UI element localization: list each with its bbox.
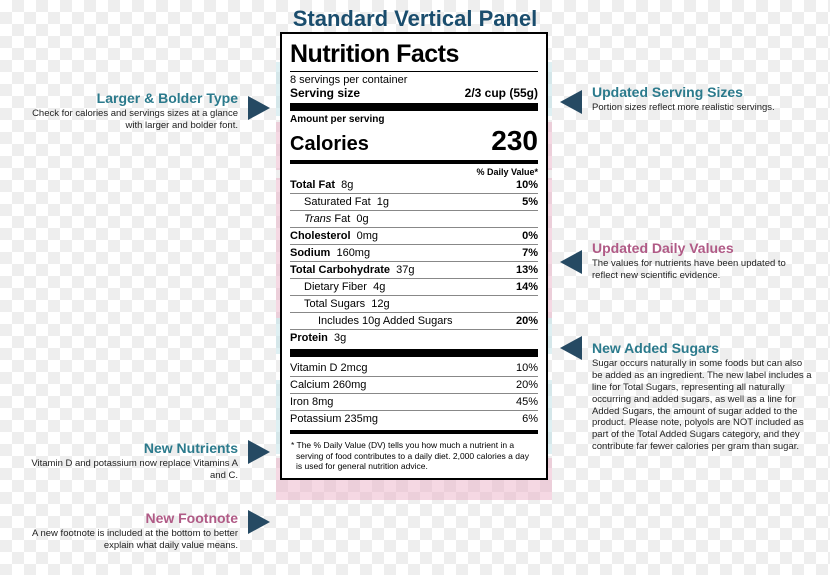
vitamin-label: Calcium 260mg xyxy=(290,379,366,391)
vitamin-label: Vitamin D 2mcg xyxy=(290,362,367,374)
nutrient-label: Protein xyxy=(290,332,328,344)
nutrient-amount: 8g xyxy=(335,179,353,191)
nutrient-label: Total Fat xyxy=(290,179,335,191)
vitamin-row: Vitamin D 2mcg 10% xyxy=(290,360,538,376)
nutrient-row: Cholesterol 0mg 0% xyxy=(290,227,538,244)
arrow-icon xyxy=(248,440,270,464)
nutrient-row: Total Carbohydrate 37g 13% xyxy=(290,261,538,278)
nf-heading: Nutrition Facts xyxy=(290,40,538,69)
nutrient-label: Total Carbohydrate xyxy=(290,264,390,276)
calories-value: 230 xyxy=(491,125,538,157)
nutrient-rows: Total Fat 8g 10% Saturated Fat 1g 5% Trans F… xyxy=(290,177,538,346)
callout-title: New Footnote xyxy=(18,510,238,526)
serving-size-row: Serving size 2/3 cup (55g) xyxy=(290,86,538,100)
callout: Updated Serving Sizes Portion sizes refle… xyxy=(592,84,812,114)
nutrient-label: Trans Fat xyxy=(304,213,350,225)
calories-label: Calories xyxy=(290,133,369,156)
callout-body: Portion sizes reflect more realistic ser… xyxy=(592,102,812,114)
nutrient-label: Saturated Fat xyxy=(304,196,371,208)
rule xyxy=(290,160,538,164)
vitamin-row: Calcium 260mg 20% xyxy=(290,376,538,393)
nutrient-amount: 0mg xyxy=(351,230,379,242)
amount-per-serving: Amount per serving xyxy=(290,114,538,125)
nutrition-facts-panel: Nutrition Facts 8 servings per container… xyxy=(280,32,548,480)
rule xyxy=(290,349,538,357)
callout: New Nutrients Vitamin D and potassium now… xyxy=(18,440,238,482)
callout-body: Sugar occurs naturally in some foods but… xyxy=(592,358,812,453)
vitamin-dv: 20% xyxy=(516,379,538,391)
nutrient-amount: 1g xyxy=(371,196,389,208)
callout: New Added Sugars Sugar occurs naturally i… xyxy=(592,340,812,453)
vitamin-rows: Vitamin D 2mcg 10% Calcium 260mg 20% Iron 8m… xyxy=(290,360,538,427)
nutrient-row: Protein 3g xyxy=(290,329,538,346)
arrow-icon xyxy=(248,96,270,120)
nutrient-amount: 3g xyxy=(328,332,346,344)
callout-title: New Added Sugars xyxy=(592,340,812,356)
nutrient-row: Total Fat 8g 10% xyxy=(290,177,538,193)
serving-size-value: 2/3 cup (55g) xyxy=(465,86,538,100)
vitamin-row: Iron 8mg 45% xyxy=(290,393,538,410)
arrow-icon xyxy=(560,90,582,114)
nutrient-label: Dietary Fiber xyxy=(304,281,367,293)
nutrient-row: Saturated Fat 1g 5% xyxy=(290,193,538,210)
nutrient-dv: 0% xyxy=(522,230,538,242)
nutrient-amount: 12g xyxy=(365,298,389,310)
footnote: * The % Daily Value (DV) tells you how m… xyxy=(290,437,538,472)
arrow-icon xyxy=(560,250,582,274)
callout-title: Updated Serving Sizes xyxy=(592,84,812,100)
nutrient-dv: 20% xyxy=(516,315,538,327)
rule xyxy=(290,71,538,72)
nutrient-amount: 37g xyxy=(390,264,414,276)
vitamin-label: Potassium 235mg xyxy=(290,413,378,425)
rule xyxy=(290,430,538,434)
nutrient-dv: 7% xyxy=(522,247,538,259)
vitamin-label: Iron 8mg xyxy=(290,396,333,408)
vitamin-dv: 10% xyxy=(516,362,538,374)
nutrient-label: Includes 10g Added Sugars xyxy=(318,315,453,327)
callout-title: New Nutrients xyxy=(18,440,238,456)
nutrient-label: Total Sugars xyxy=(304,298,365,310)
callout-title: Updated Daily Values xyxy=(592,240,812,256)
nutrient-row: Includes 10g Added Sugars 20% xyxy=(290,312,538,329)
nutrient-amount: 160mg xyxy=(330,247,370,259)
callout-body: The values for nutrients have been updat… xyxy=(592,258,812,282)
callout-body: Check for calories and servings sizes at… xyxy=(18,108,238,132)
nutrient-amount: 0g xyxy=(350,213,368,225)
nutrient-row: Dietary Fiber 4g 14% xyxy=(290,278,538,295)
arrow-icon xyxy=(248,510,270,534)
callout-title: Larger & Bolder Type xyxy=(18,90,238,106)
nutrient-dv: 14% xyxy=(516,281,538,293)
rule xyxy=(290,103,538,111)
nutrient-amount: 4g xyxy=(367,281,385,293)
vitamin-dv: 45% xyxy=(516,396,538,408)
nutrient-dv: 5% xyxy=(522,196,538,208)
nutrient-label: Sodium xyxy=(290,247,330,259)
serving-size-label: Serving size xyxy=(290,86,360,100)
nutrient-row: Sodium 160mg 7% xyxy=(290,244,538,261)
callout: New Footnote A new footnote is included a… xyxy=(18,510,238,552)
callout-body: A new footnote is included at the bottom… xyxy=(18,528,238,552)
callout: Updated Daily Values The values for nutri… xyxy=(592,240,812,282)
nutrient-row: Trans Fat 0g xyxy=(290,210,538,227)
arrow-icon xyxy=(560,336,582,360)
callout-body: Vitamin D and potassium now replace Vita… xyxy=(18,458,238,482)
nutrient-dv: 13% xyxy=(516,264,538,276)
nutrient-row: Total Sugars 12g xyxy=(290,295,538,312)
page-title: Standard Vertical Panel xyxy=(0,0,830,32)
dv-header: % Daily Value* xyxy=(290,167,538,177)
vitamin-dv: 6% xyxy=(522,413,538,425)
vitamin-row: Potassium 235mg 6% xyxy=(290,410,538,427)
nutrient-label: Cholesterol xyxy=(290,230,351,242)
nutrient-dv: 10% xyxy=(516,179,538,191)
servings-per-container: 8 servings per container xyxy=(290,74,538,86)
callout: Larger & Bolder Type Check for calories a… xyxy=(18,90,238,132)
calories-row: Calories 230 xyxy=(290,125,538,157)
